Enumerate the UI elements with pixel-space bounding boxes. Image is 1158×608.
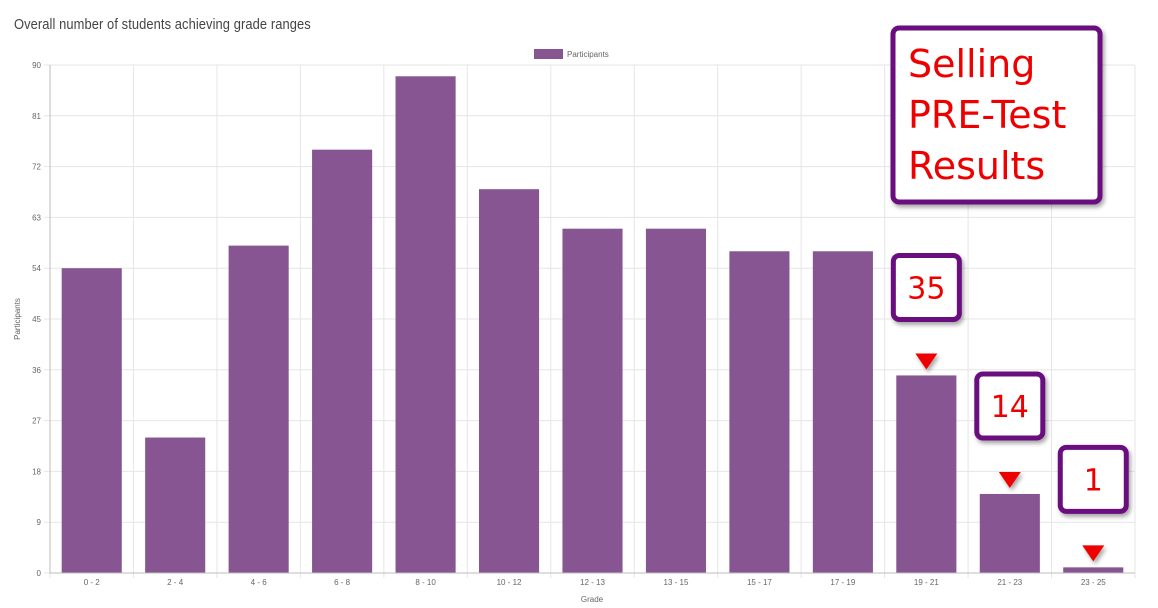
legend-label: Participants [567, 50, 609, 59]
bar [562, 228, 623, 573]
bar [979, 493, 1040, 573]
bar [478, 189, 540, 573]
value-callout: 14 [974, 371, 1046, 488]
chart-axes: 0 9 18 27 36 45 54 63 72 81 90 0 - 2 2 - 4 4 - 6 6 - 8… [32, 61, 1135, 587]
y-tick-label: 27 [32, 417, 41, 426]
x-tick-label: 12 - 13 [580, 578, 605, 587]
x-tick-label: 6 - 8 [334, 578, 351, 587]
y-tick-label: 0 [37, 569, 42, 578]
x-tick-label: 17 - 19 [830, 578, 855, 587]
y-tick-label: 36 [32, 366, 41, 375]
x-tick-label: 0 - 2 [84, 578, 101, 587]
x-tick-label: 2 - 4 [167, 578, 184, 587]
title-callout-line-1: Selling [908, 42, 1035, 86]
bar [812, 251, 873, 573]
y-tick-label: 63 [32, 213, 41, 222]
chart-legend: Participants [534, 49, 609, 59]
y-tick-label: 81 [32, 112, 41, 121]
y-tick-label: 90 [32, 61, 41, 70]
value-callout-box [890, 252, 962, 322]
x-tick-label: 21 - 23 [997, 578, 1022, 587]
bar [896, 375, 957, 573]
bar [145, 437, 206, 573]
x-tick-label: 13 - 15 [664, 578, 689, 587]
title-callout-line-3: Results [908, 144, 1045, 188]
x-tick-label: 10 - 12 [497, 578, 522, 587]
y-tick-label: 9 [37, 518, 42, 527]
y-tick-label: 72 [32, 163, 41, 172]
page-title: Overall number of students achieving gra… [14, 16, 311, 33]
value-callout: 35 [890, 252, 962, 370]
y-axis-title: Participants [13, 298, 22, 340]
x-tick-label: 19 - 21 [914, 578, 939, 587]
bar [395, 76, 456, 574]
value-callout: 1 [1057, 444, 1129, 562]
callout-arrow-head [915, 353, 938, 370]
bar [312, 149, 373, 573]
value-callout-label: 1 [1084, 463, 1103, 498]
annotation-layer: Selling PRE-Test Results 35 14 1 [890, 25, 1129, 562]
chart-bars [61, 76, 1124, 574]
x-tick-label: 4 - 6 [251, 578, 268, 587]
bar [645, 228, 707, 573]
x-tick-label: 8 - 10 [415, 578, 436, 587]
value-callout-box [1057, 444, 1129, 514]
value-callout-label: 14 [991, 390, 1029, 425]
x-tick-label: 15 - 17 [747, 578, 772, 587]
y-tick-label: 45 [32, 315, 41, 324]
callout-arrow-head [998, 471, 1021, 488]
bar [61, 268, 122, 573]
value-callout-label: 35 [907, 271, 945, 306]
title-callout-box: Selling PRE-Test Results [890, 25, 1103, 205]
legend-swatch [534, 49, 563, 59]
bar [729, 251, 790, 573]
title-callout-line-2: PRE-Test [908, 93, 1066, 137]
bar [228, 245, 289, 573]
callout-arrow-head [1082, 545, 1105, 562]
x-tick-label: 23 - 25 [1081, 578, 1106, 587]
bar [1063, 567, 1124, 573]
y-tick-label: 18 [32, 467, 41, 476]
y-tick-label: 54 [32, 264, 41, 273]
x-axis-title: Grade [581, 595, 604, 604]
value-callout-box [974, 371, 1046, 441]
